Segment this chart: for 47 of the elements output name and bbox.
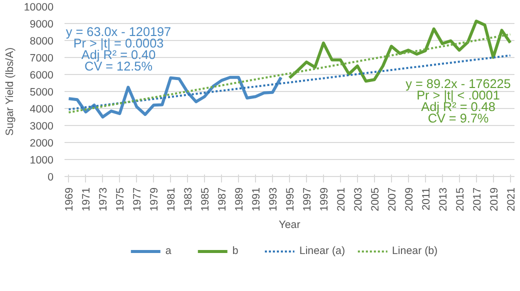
y-axis-title: Sugar Yield (lbs/A) <box>4 47 16 136</box>
y-tick-label: 8000 <box>30 36 54 48</box>
x-tick-label: 2013 <box>437 187 450 212</box>
x-tick-label: 1987 <box>216 187 229 212</box>
y-tick-label: 4000 <box>30 104 54 116</box>
x-tick-label: 2019 <box>488 187 500 212</box>
x-tick-label: 2003 <box>352 187 364 212</box>
y-tick-label: 0 <box>48 172 54 184</box>
x-tick-label: 1981 <box>166 187 178 212</box>
y-tick-label: 7000 <box>30 52 54 64</box>
x-tick-label: 1989 <box>234 187 246 212</box>
legend-label: a <box>165 245 172 257</box>
x-tick-label: 1971 <box>80 187 93 212</box>
x-tick-label: 2021 <box>505 187 518 212</box>
y-tick-label: 1000 <box>30 154 54 166</box>
legend-label: Linear (b) <box>392 245 438 257</box>
x-tick-label: 2017 <box>471 187 484 212</box>
y-tick-label: 3000 <box>30 120 54 132</box>
x-tick-label: 1991 <box>250 187 263 212</box>
y-tick-label: 6000 <box>30 70 54 82</box>
x-tick-label: 1975 <box>114 187 127 212</box>
annotation: y = 63.0x - 120197 Pr > |t| = 0.0003 Adj R² = 0.40 CV = 12.5% <box>66 25 172 74</box>
legend-label: Linear (a) <box>299 245 345 257</box>
x-tick-label: 1973 <box>98 187 110 212</box>
x-tick-label: 1993 <box>268 187 280 212</box>
x-tick-label: 2005 <box>369 187 382 212</box>
x-tick-label: 1997 <box>301 187 314 212</box>
x-tick-label: 1969 <box>64 187 76 212</box>
x-tick-label: 2011 <box>420 187 432 210</box>
x-tick-label: 2001 <box>335 187 348 212</box>
y-tick-label: 2000 <box>30 138 54 150</box>
x-tick-label: 1995 <box>284 187 296 212</box>
y-tick-label: 5000 <box>30 86 54 98</box>
annotation: y = 89.2x - 176225 Pr > |t| < .0001 Adj R² = 0.48 CV = 9.7% <box>406 76 511 126</box>
x-tick-label: 1979 <box>148 187 161 212</box>
legend-label: b <box>232 245 240 257</box>
x-tick-label: 1983 <box>182 187 195 212</box>
x-tick-label: 1999 <box>318 187 330 212</box>
x-tick-label: 1977 <box>132 187 144 212</box>
x-tick-label: 2015 <box>454 187 466 212</box>
y-tick-label: 9000 <box>30 18 54 30</box>
x-tick-label: 2007 <box>386 187 398 212</box>
y-tick-label: 10000 <box>24 2 54 14</box>
x-tick-label: 1985 <box>200 187 212 212</box>
x-tick-label: 2009 <box>403 187 416 212</box>
x-axis-title: Year <box>278 219 301 232</box>
line-series <box>67 76 283 118</box>
